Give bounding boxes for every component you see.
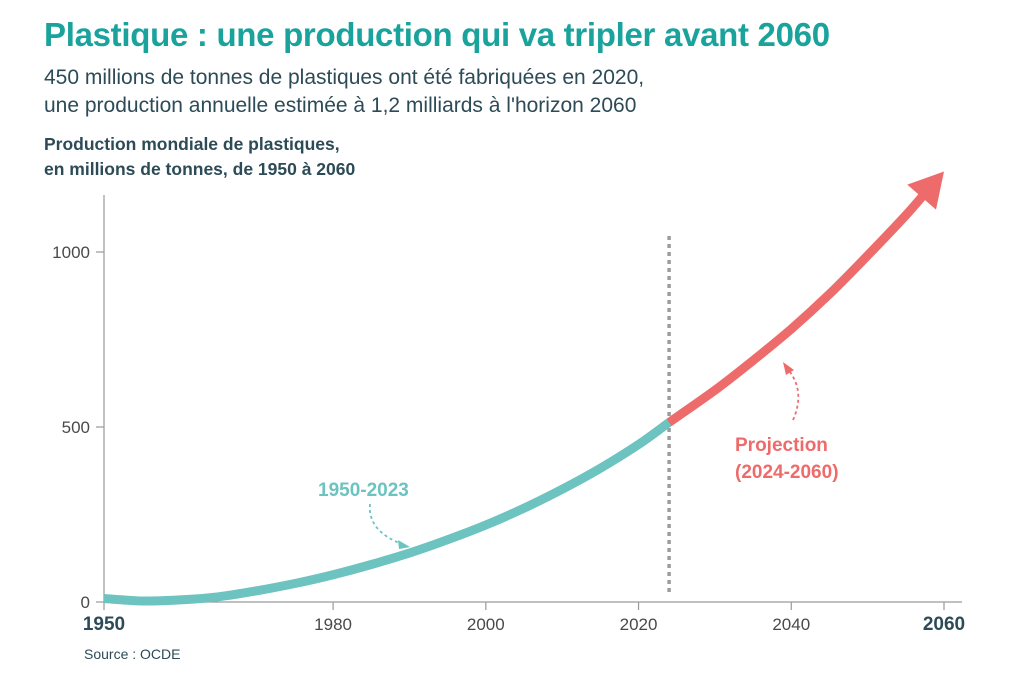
chart-heading-line-2: en millions de tonnes, de 1950 à 2060 <box>44 159 356 179</box>
annotation-projection-pointer <box>789 371 800 421</box>
x-tick-label: 1950 <box>83 614 125 635</box>
chart-heading: Production mondiale de plastiques, en mi… <box>44 132 355 182</box>
chart-axes: 0 500 1000 1950 1980 2000 2020 2040 2060 <box>52 195 965 635</box>
y-tick-label: 0 <box>81 593 90 612</box>
y-tick-label: 500 <box>62 418 90 437</box>
x-tick-label: 2020 <box>620 615 658 634</box>
annotation-projection-label-line1: Projection <box>735 435 828 456</box>
x-tick-label: 2060 <box>923 614 965 635</box>
x-tick-label: 2040 <box>772 615 810 634</box>
subtitle-line-2: une production annuelle estimée à 1,2 mi… <box>44 94 637 117</box>
series-line-historical <box>103 418 672 606</box>
chart-annotations: 1950-2023 Projection (2024-2060) <box>318 362 839 549</box>
chart-title: Plastique : une production qui va triple… <box>44 16 830 53</box>
projection-arrowhead <box>907 171 944 210</box>
chart-subtitle: 450 millions de tonnes de plastiques ont… <box>44 64 644 120</box>
series-line-projection <box>666 191 928 427</box>
annotation-projection-label-line2: (2024-2060) <box>735 462 839 483</box>
source-note: Source : OCDE <box>84 646 181 662</box>
x-tick-label: 2000 <box>467 615 505 634</box>
annotation-historical-pointer <box>368 503 403 545</box>
subtitle-line-1: 450 millions de tonnes de plastiques ont… <box>44 66 645 89</box>
x-tick-label: 1980 <box>314 615 352 634</box>
chart-series <box>103 171 944 606</box>
annotation-historical-pointer-head <box>398 540 410 549</box>
chart-heading-line-1: Production mondiale de plastiques, <box>44 134 340 154</box>
annotation-projection-pointer-head <box>783 362 794 375</box>
annotation-historical-label: 1950-2023 <box>318 480 409 501</box>
y-tick-label: 1000 <box>52 243 90 262</box>
